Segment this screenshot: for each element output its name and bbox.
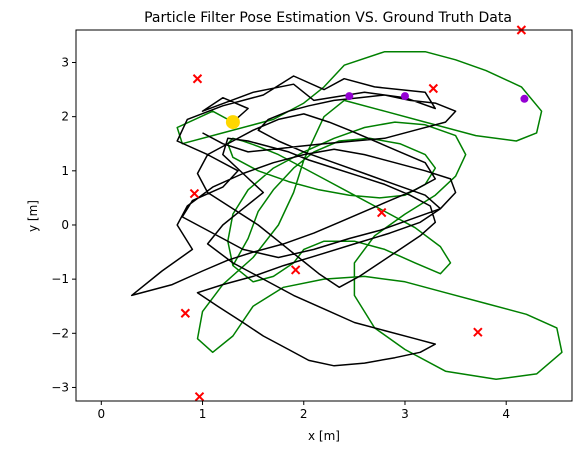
estimate-line bbox=[130, 75, 457, 367]
landmark-marker bbox=[473, 327, 483, 337]
y-tick-label: −2 bbox=[51, 326, 69, 340]
y-tick-label: 2 bbox=[61, 110, 69, 124]
y-axis: −3 −2 −1 0 1 2 3 bbox=[51, 55, 76, 394]
x-tick-label: 4 bbox=[502, 407, 510, 421]
landmark-marker bbox=[180, 308, 191, 318]
landmark-marker bbox=[290, 265, 301, 275]
x-axis-label: x [m] bbox=[308, 429, 340, 443]
landmark-marker bbox=[428, 83, 439, 94]
y-tick-label: 1 bbox=[61, 164, 69, 178]
x-tick-label: 3 bbox=[401, 407, 409, 421]
purple-marker bbox=[400, 92, 409, 101]
plot-area bbox=[130, 25, 563, 402]
y-tick-label: 0 bbox=[61, 218, 69, 232]
landmark-marker bbox=[189, 188, 200, 199]
y-tick-label: −3 bbox=[51, 380, 69, 394]
x-tick-label: 1 bbox=[199, 407, 207, 421]
landmark-marker bbox=[194, 391, 205, 402]
ground-truth-line bbox=[176, 50, 563, 381]
x-axis: 0 1 2 3 4 bbox=[97, 401, 510, 421]
y-tick-label: −1 bbox=[51, 272, 69, 286]
x-tick-label: 0 bbox=[97, 407, 105, 421]
start-marker bbox=[225, 115, 240, 130]
purple-marker bbox=[345, 92, 354, 101]
landmark-marker bbox=[192, 74, 203, 84]
plot-frame bbox=[75, 29, 573, 402]
chart-title: Particle Filter Pose Estimation VS. Grou… bbox=[144, 10, 512, 26]
y-axis-label: y [m] bbox=[26, 200, 40, 232]
y-tick-label: 3 bbox=[61, 55, 69, 69]
x-tick-label: 2 bbox=[300, 407, 308, 421]
purple-marker bbox=[520, 94, 529, 103]
landmark-marker bbox=[376, 207, 387, 218]
